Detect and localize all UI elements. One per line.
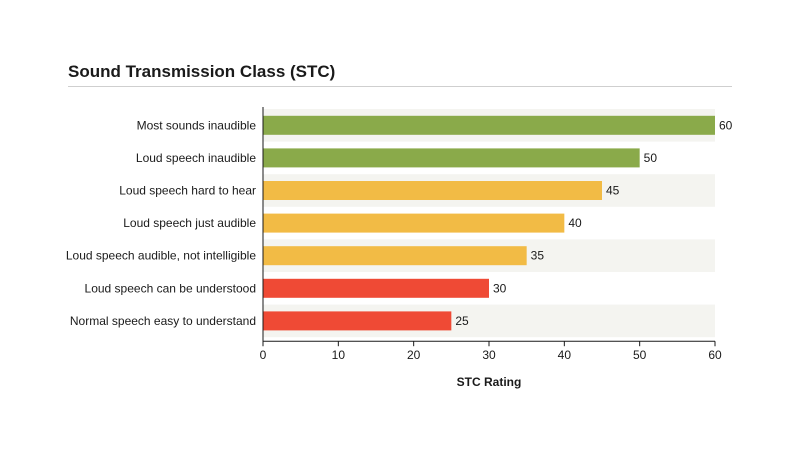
bar [263,115,715,135]
value-label: 25 [455,314,469,328]
x-tick-label: 40 [558,348,572,362]
chart-title: Sound Transmission Class (STC) [68,62,336,81]
bar [263,181,602,200]
value-label: 35 [531,249,545,263]
category-label: Loud speech just audible [123,216,256,230]
x-tick-label: 10 [332,348,346,362]
category-label: Normal speech easy to understand [70,314,256,328]
x-tick-label: 60 [708,348,722,362]
x-tick-label: 0 [260,348,267,362]
bar [263,311,452,331]
bar [263,213,565,233]
x-tick-label: 20 [407,348,421,362]
category-label: Loud speech inaudible [136,151,256,165]
x-axis-title: STC Rating [457,375,522,389]
value-label: 50 [644,151,658,165]
bar [263,246,527,266]
value-label: 30 [493,281,507,295]
value-label: 60 [719,118,733,132]
value-label: 45 [606,184,620,198]
x-tick-label: 30 [482,348,496,362]
value-label: 40 [568,216,582,230]
category-label: Loud speech hard to hear [119,184,256,198]
category-label: Most sounds inaudible [137,118,257,132]
x-tick-label: 50 [633,348,647,362]
bar [263,148,640,168]
category-label: Loud speech can be understood [85,281,256,295]
title-divider [68,86,732,87]
category-label: Loud speech audible, not intelligible [66,249,256,263]
bar [263,278,489,298]
